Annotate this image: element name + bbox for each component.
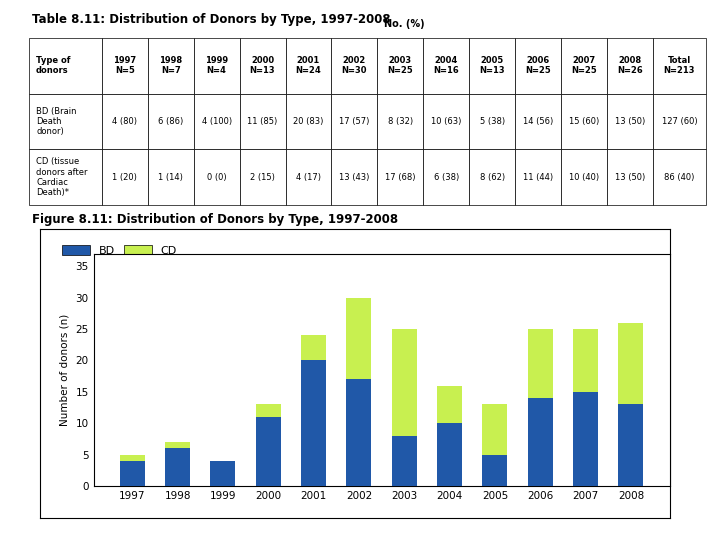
Bar [618,323,644,404]
Bar [437,386,462,423]
Bar [301,335,326,361]
Legend: BD, CD: BD, CD [58,241,181,260]
Bar [437,423,462,486]
Bar [528,398,553,486]
Bar [210,461,235,486]
Bar [482,455,508,486]
Bar [120,455,145,461]
Bar [618,404,644,486]
Bar [528,329,553,398]
Bar [573,329,598,392]
Bar [482,404,508,455]
Text: Figure 8.11: Distribution of Donors by Type, 1997-2008: Figure 8.11: Distribution of Donors by T… [32,213,399,226]
Bar [165,442,190,448]
Bar [346,379,372,486]
Bar [392,436,417,486]
Bar [301,361,326,486]
Bar [256,417,281,486]
Bar [165,448,190,486]
Text: No. (%): No. (%) [384,19,425,29]
Bar [573,392,598,486]
Bar [256,404,281,417]
Y-axis label: Number of donors (n): Number of donors (n) [60,314,70,426]
Bar [120,461,145,486]
Text: Table 8.11: Distribution of Donors by Type, 1997-2008: Table 8.11: Distribution of Donors by Ty… [32,14,391,26]
Bar [346,298,372,379]
Bar [392,329,417,436]
